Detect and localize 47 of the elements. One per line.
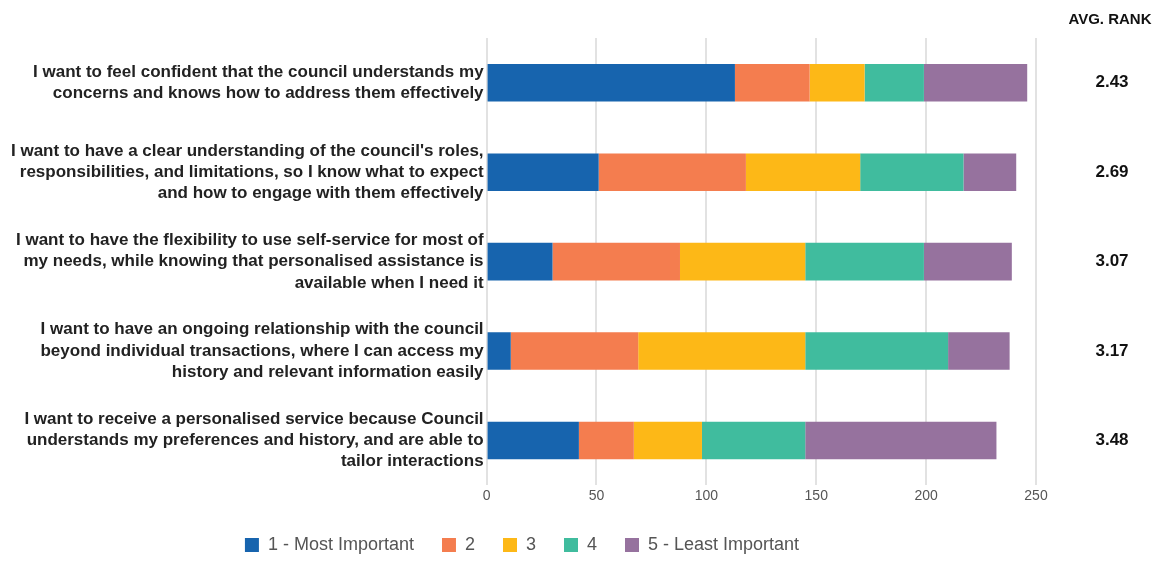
- bar: [805, 421, 997, 460]
- y-tick-label: I want to receive a personalised service because Council understands my preferences and history, and are able to tailor interactions: [24, 408, 484, 471]
- bar: [552, 242, 680, 281]
- x-tick-label: 50: [588, 487, 605, 504]
- bar: [598, 153, 746, 191]
- y-tick-label: I want to feel confident that the council understands my concerns and knows how to address them effectively: [33, 61, 485, 103]
- bar: [864, 63, 924, 102]
- legend-label: 4: [586, 533, 598, 554]
- legend-label: 1 - Most Important: [267, 533, 414, 554]
- bar: [805, 242, 924, 281]
- y-tick-label: I want to have a clear understanding of the council's roles, responsibilities, and limitations, so I know what to expect and how to engage with them effectively: [10, 140, 485, 203]
- bar: [510, 332, 639, 370]
- bar: [860, 153, 964, 191]
- x-tick-label: 150: [804, 487, 829, 504]
- legend-label: 5 - Least Important: [648, 533, 800, 554]
- text: 3.48: [1095, 430, 1129, 450]
- bar: [734, 63, 810, 102]
- bar: [487, 153, 599, 191]
- bar: [487, 63, 735, 102]
- bar: [638, 332, 806, 370]
- x-tick-label: 0: [482, 487, 491, 504]
- bar: [578, 421, 634, 460]
- legend-label: 3: [525, 533, 536, 554]
- bar: [745, 153, 861, 191]
- bar: [487, 332, 511, 370]
- legend-label: 2: [464, 533, 475, 554]
- text: AVG. RANK: [1068, 9, 1152, 27]
- bar: [487, 242, 553, 281]
- y-tick-label: I want to have the flexibility to use self-service for most of my needs, while knowing that personalised assistance is available when I need it: [15, 230, 484, 292]
- bar: [701, 421, 806, 460]
- x-tick-label: 250: [1024, 487, 1048, 504]
- bar: [963, 153, 1017, 191]
- y-tick-label: I want to have an ongoing relationship with the council beyond individual transactions, where I can access my history and relevant information easily: [40, 319, 485, 381]
- bar: [809, 63, 865, 102]
- bar: [805, 332, 949, 370]
- bar: [923, 63, 1028, 102]
- x-tick-label: 200: [914, 487, 939, 504]
- bar: [923, 242, 1012, 281]
- bar: [487, 421, 579, 460]
- bar: [633, 421, 702, 460]
- text: 2.43: [1095, 72, 1129, 92]
- text: 3.07: [1095, 251, 1129, 271]
- x-tick-label: 100: [694, 487, 719, 504]
- text: 2.69: [1095, 161, 1129, 181]
- bar: [948, 332, 1010, 370]
- text: 3.17: [1095, 340, 1129, 360]
- bar: [679, 242, 806, 281]
